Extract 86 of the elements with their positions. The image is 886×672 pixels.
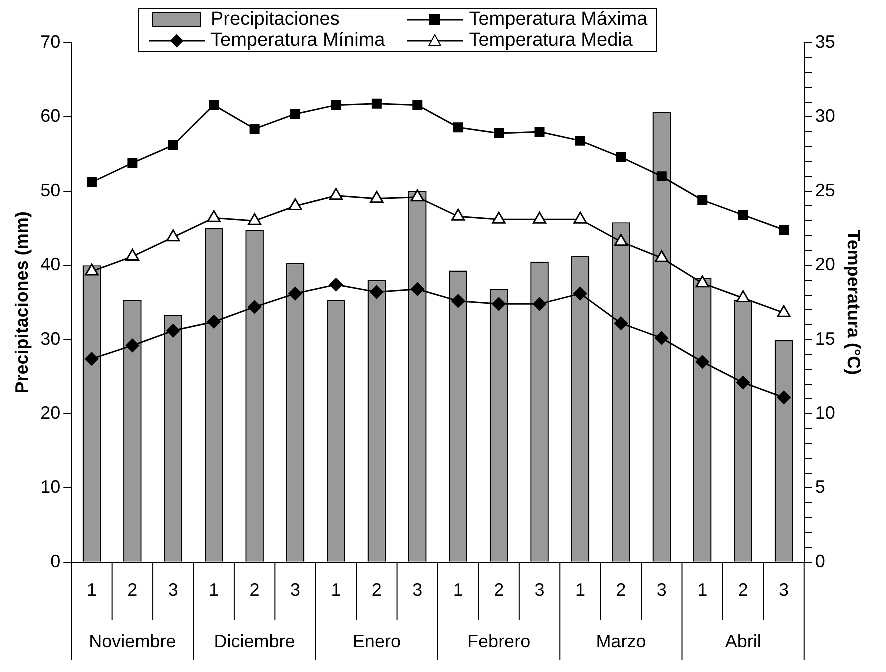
x-tick-label: 1: [209, 580, 220, 600]
y-tick-label: 60: [40, 106, 61, 126]
point: [288, 287, 302, 301]
point: [614, 316, 628, 330]
point: [410, 282, 424, 296]
point: [370, 286, 384, 300]
point: [452, 294, 466, 308]
point: [248, 300, 262, 314]
point: [655, 332, 669, 346]
x-tick-label: 1: [453, 580, 464, 600]
x-tick-label: 2: [128, 580, 138, 600]
point: [329, 188, 344, 200]
x-tick-label: 3: [779, 580, 790, 600]
point: [370, 191, 384, 204]
point: [410, 190, 424, 202]
y2-tick-label: 0: [815, 551, 826, 572]
x-tick-label: 2: [494, 580, 504, 600]
x-tick-label: 3: [168, 580, 178, 600]
y-tick-label: 40: [40, 254, 61, 275]
point: [575, 136, 586, 146]
y2-tick-label: 20: [815, 254, 836, 275]
point: [453, 122, 464, 133]
text: Marzo: [596, 631, 646, 652]
point: [616, 152, 626, 162]
point: [86, 178, 97, 188]
y-tick-label: 70: [40, 32, 61, 52]
legend-label: Temperatura Media: [469, 30, 633, 51]
y-tick-label: 10: [40, 477, 61, 498]
point: [209, 100, 220, 110]
y-axis-title: Precipitaciones (mm): [12, 212, 32, 394]
y2-tick-label: 25: [815, 180, 836, 200]
point: [698, 195, 708, 206]
point: [777, 390, 791, 404]
y-tick-label: 30: [40, 328, 61, 349]
y2-tick-label: 5: [815, 477, 826, 498]
text: Abril: [725, 631, 762, 652]
text: Enero: [352, 631, 401, 652]
point: [494, 128, 504, 139]
point: [331, 100, 342, 110]
y-tick-label: 50: [40, 180, 61, 200]
x-tick-label: 1: [331, 580, 342, 600]
point: [779, 224, 790, 235]
y2-tick-label: 30: [815, 106, 836, 126]
legend-label: Temperatura Mínima: [211, 30, 386, 51]
y2-tick-label: 35: [815, 32, 836, 52]
x-tick-label: 3: [412, 580, 423, 600]
point: [168, 140, 178, 150]
y2-tick-label: 15: [815, 328, 836, 349]
legend-label: Precipitaciones: [211, 9, 340, 30]
point: [290, 109, 301, 120]
point: [250, 124, 260, 134]
x-tick-label: 2: [250, 580, 260, 600]
text: Febrero: [468, 631, 531, 652]
x-tick-label: 2: [372, 580, 382, 600]
x-tick-label: 1: [698, 580, 708, 600]
point: [372, 98, 382, 109]
y2-axis-title: Temperatura (°C): [844, 230, 864, 376]
point: [85, 352, 99, 366]
y-tick-label: 0: [50, 551, 61, 572]
y-tick-label: 20: [40, 402, 61, 423]
x-tick-label: 1: [86, 580, 97, 600]
text: Noviembre: [89, 631, 176, 652]
legend-label: Temperatura Máxima: [469, 9, 648, 30]
point: [614, 234, 628, 246]
point: [329, 278, 343, 292]
point: [166, 324, 180, 338]
x-tick-label: 2: [616, 580, 626, 600]
x-tick-label: 3: [290, 580, 301, 600]
x-tick-label: 1: [575, 580, 586, 600]
point: [126, 338, 140, 352]
point: [696, 355, 710, 369]
point: [533, 297, 547, 311]
point: [207, 315, 221, 329]
x-tick-label: 2: [738, 580, 748, 600]
point: [492, 297, 506, 311]
point: [128, 158, 138, 168]
point: [656, 172, 667, 182]
point: [738, 210, 748, 220]
point: [574, 287, 588, 301]
x-tick-label: 3: [656, 580, 667, 600]
point: [736, 376, 750, 390]
text: Diciembre: [214, 631, 296, 652]
point: [412, 100, 423, 110]
y2-tick-label: 10: [815, 402, 836, 423]
point: [534, 127, 545, 138]
x-tick-label: 3: [534, 580, 545, 600]
